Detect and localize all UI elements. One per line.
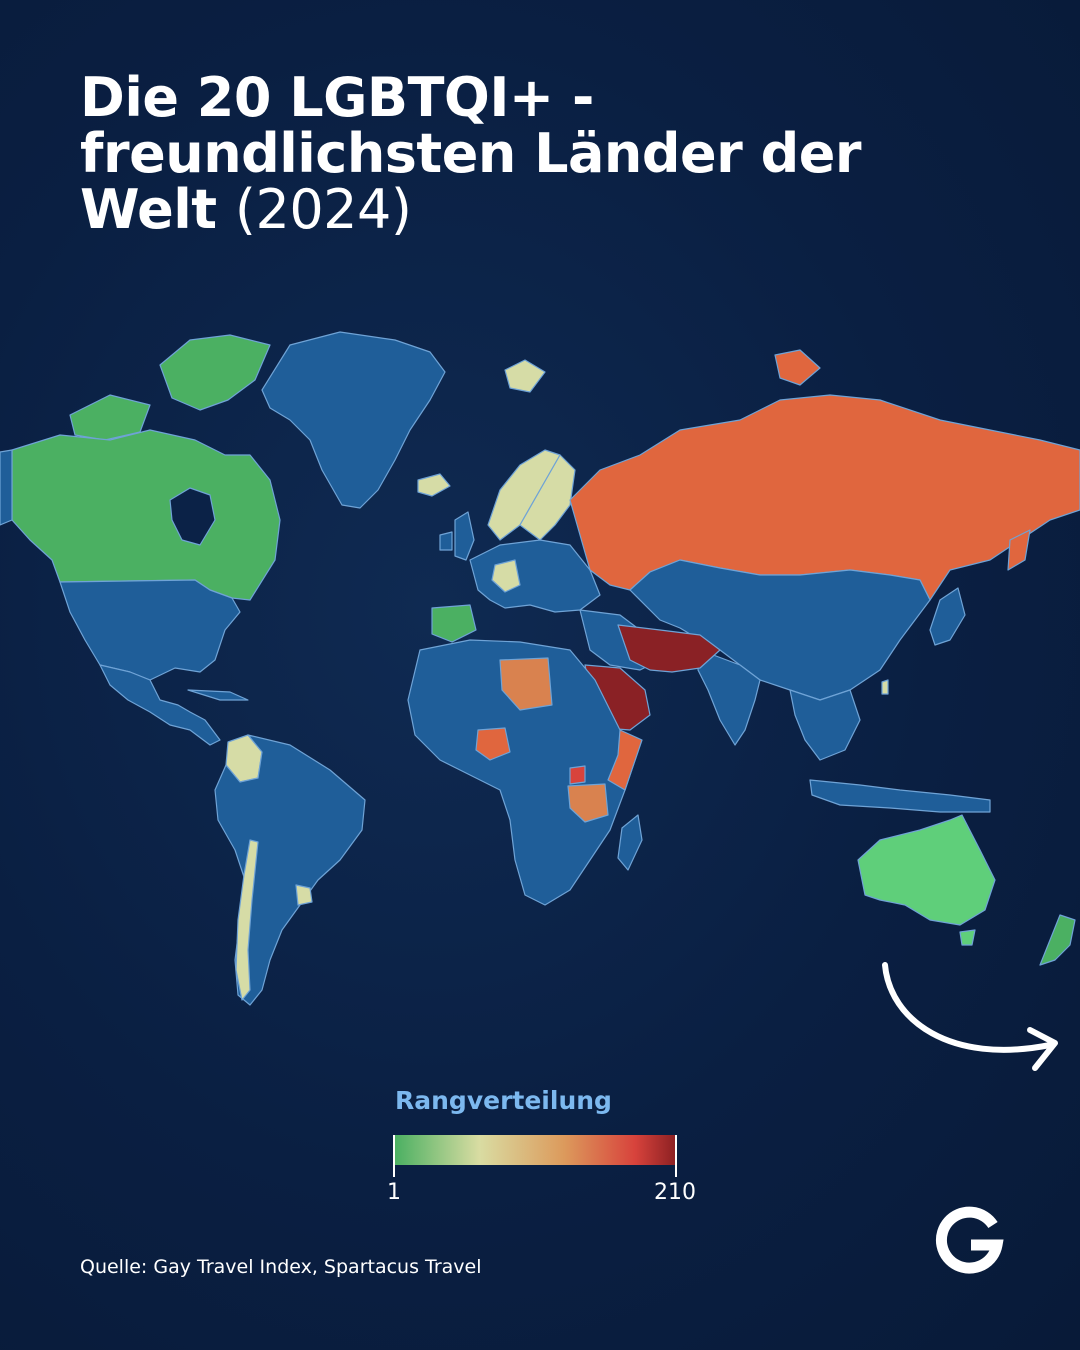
title-line-3: Welt (2024)	[80, 182, 980, 238]
swipe-arrow-head	[1027, 1027, 1058, 1071]
legend-color-bar	[395, 1135, 677, 1165]
continent-africa	[407, 639, 641, 906]
legend-min-label: 1	[387, 1180, 401, 1205]
title-year: (2024)	[234, 178, 412, 241]
region-southeast-asia	[789, 689, 861, 761]
country-svalbard	[504, 359, 546, 393]
country-chile	[235, 839, 259, 1001]
country-uk	[454, 511, 475, 561]
region-europe	[469, 539, 601, 613]
country-russia-north-islands	[774, 349, 821, 386]
legend-tick-min	[393, 1135, 395, 1177]
country-cuba	[187, 689, 249, 701]
region-indonesia	[809, 779, 991, 813]
country-ireland	[439, 531, 453, 551]
country-tasmania	[959, 929, 976, 946]
country-nigeria	[475, 727, 511, 761]
country-russia-kamchatka	[1007, 529, 1031, 571]
title-word-welt: Welt	[80, 178, 217, 241]
country-canada-arctic	[159, 334, 271, 411]
country-iceland	[417, 473, 451, 497]
country-uruguay	[295, 884, 313, 906]
country-sweden-finland	[519, 454, 576, 541]
page-title: Die 20 LGBTQI+ - freundlichsten Länder d…	[80, 70, 980, 238]
brand-logo-icon	[935, 1206, 1004, 1274]
country-japan	[929, 587, 966, 646]
country-iran-afghanistan	[617, 624, 721, 673]
country-uganda	[569, 765, 586, 785]
source-note: Quelle: Gay Travel Index, Spartacus Trav…	[80, 1256, 482, 1278]
country-australia	[857, 814, 996, 926]
swipe-arrow	[882, 962, 1053, 1053]
country-taiwan	[881, 679, 889, 695]
country-madagascar	[617, 814, 643, 871]
title-line-1: Die 20 LGBTQI+ -	[80, 66, 594, 129]
country-india	[697, 649, 761, 746]
legend-tick-max	[675, 1135, 677, 1177]
country-tanzania	[567, 783, 609, 823]
continent-south-america	[214, 734, 366, 1006]
country-usa	[59, 579, 241, 681]
country-alaska	[0, 449, 13, 526]
hudson-bay	[169, 487, 216, 546]
country-germany	[491, 559, 521, 593]
country-russia	[569, 394, 1080, 601]
country-mexico	[99, 664, 221, 746]
title-line-2: freundlichsten Länder der	[80, 122, 862, 185]
country-new-zealand	[1039, 914, 1076, 966]
country-libya	[499, 657, 553, 711]
country-spain	[431, 604, 477, 643]
legend-max-label: 210	[654, 1180, 696, 1205]
region-central-asia	[629, 559, 931, 701]
country-greenland	[261, 331, 446, 509]
legend-title: Rangverteilung	[395, 1086, 612, 1115]
country-somalia	[607, 729, 643, 791]
country-canada	[11, 429, 281, 601]
